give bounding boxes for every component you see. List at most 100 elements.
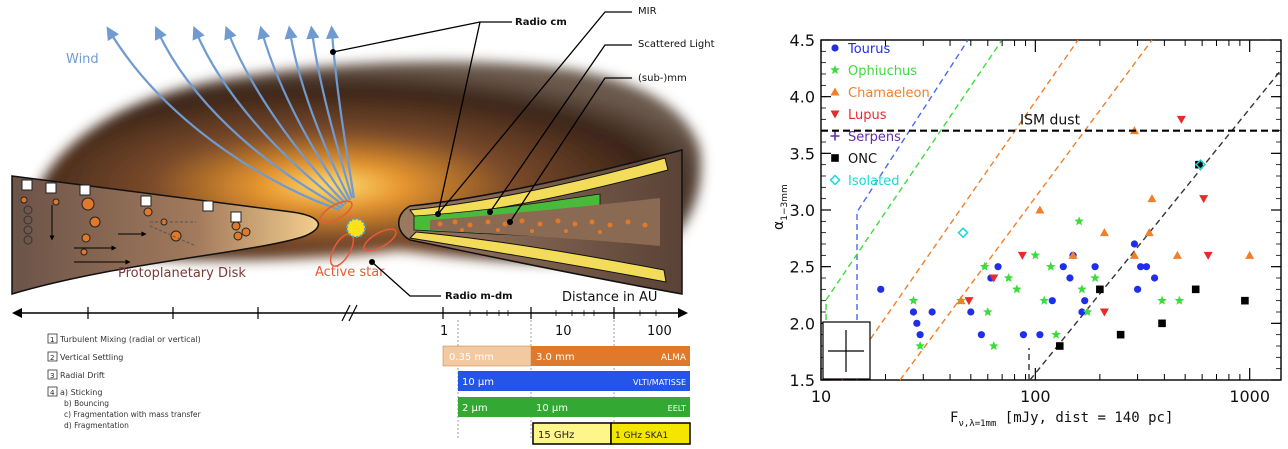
data-point [1130, 240, 1139, 248]
data-point [1077, 284, 1087, 294]
data-point [1068, 250, 1078, 259]
wind-streamlines [106, 25, 356, 212]
data-point [1176, 115, 1186, 124]
data-point [989, 274, 999, 283]
scattered-light-label: Scattered Light [638, 39, 715, 50]
protoplanetary-disk-label: Protoplanetary Disk [118, 266, 246, 281]
disk-schematic: Wind Protoplanetary Disk Active star Rad… [11, 6, 715, 445]
data-point [1172, 250, 1182, 259]
data-point [1035, 205, 1045, 214]
y-axis-label: α1−3mm [771, 184, 790, 230]
alma-right-label: 3.0 mm [536, 352, 575, 363]
y-tick-label: 3.5 [790, 144, 815, 163]
legend-label: Tourus [847, 42, 891, 57]
ska-left-label: 15 GHz [538, 430, 574, 441]
process-3-num: 3 [50, 372, 54, 380]
data-point [1074, 216, 1084, 226]
data-point [956, 296, 966, 305]
data-point [1019, 331, 1028, 339]
data-point [909, 308, 918, 316]
model-line [1029, 69, 1282, 381]
data-point [1082, 307, 1093, 317]
y-tick-label: 1.5 [790, 371, 815, 390]
scatter-chart: 1.5 2.0 2.5 3.0 3.5 4.0 4.5 10 100 1000 Tourus Oph… [771, 31, 1282, 429]
radio-cm-label: Radio cm [515, 17, 567, 28]
ska-bar-dark [610, 422, 691, 445]
x-tick-label: 10 [811, 387, 831, 406]
legend-marker [830, 65, 840, 75]
data-point [1091, 263, 1099, 271]
process-legend: 1 2 3 4 Turbulent Mixing (radial or vert… [47, 333, 202, 430]
data-point [957, 227, 969, 239]
alma-left-label: 0.35 mm [449, 352, 494, 363]
legend-label: ONC [848, 152, 877, 167]
axis-tick-10: 10 [555, 324, 572, 339]
eelt-mid-label: 10 µm [536, 403, 568, 414]
data-point [1099, 228, 1109, 237]
eelt-name: EELT [668, 404, 686, 413]
data-point [1045, 261, 1056, 271]
y-tick-label: 4.0 [790, 88, 815, 107]
active-star [319, 200, 397, 267]
legend-marker [830, 87, 840, 96]
ism-dust-label: ISM dust [1020, 113, 1081, 129]
vlti-name: VLTI/MATISSE [633, 378, 686, 387]
data-point [1096, 285, 1104, 294]
y-tick-label: 3.0 [790, 201, 815, 220]
x-axis-label: Fν,λ=1mm [mJy, dist = 140 pc] [950, 410, 1173, 429]
wind-label: Wind [66, 52, 99, 67]
data-point [1137, 263, 1145, 271]
data-point [1241, 296, 1249, 305]
data-point [983, 307, 993, 317]
data-point [989, 341, 999, 351]
legend-label: Chamaeleon [848, 86, 930, 101]
data-point [1051, 329, 1061, 339]
legend-marker [831, 154, 839, 162]
data-point [977, 331, 985, 339]
axis-ticks: 1.5 2.0 2.5 3.0 3.5 4.0 4.5 10 100 1000 [790, 31, 1281, 406]
process-1-text: Turbulent Mixing (radial or vertical) [59, 335, 201, 344]
axis-tick-100: 100 [647, 324, 672, 339]
data-point [1078, 308, 1086, 316]
data-point [928, 308, 936, 316]
data-point [913, 319, 921, 327]
data-point [1147, 194, 1157, 203]
data-point [1195, 160, 1203, 169]
callout-lines [332, 11, 632, 297]
data-point [1059, 263, 1067, 271]
data-point [1199, 195, 1209, 204]
process-1-num: 1 [50, 336, 54, 344]
legend-marker [831, 44, 839, 52]
midplane-layer [430, 198, 660, 246]
data-point [1066, 274, 1074, 282]
data-point [1158, 319, 1166, 328]
legend-marker [830, 131, 840, 141]
x-tick-label: 100 [1020, 387, 1051, 406]
data-point [1017, 251, 1027, 260]
data-point [1055, 342, 1064, 350]
data-point [1203, 251, 1213, 260]
legend-marker [830, 110, 840, 119]
model-line [841, 39, 1079, 381]
data-point [1116, 330, 1125, 339]
data-point [908, 295, 919, 305]
process-2-text: Vertical Settling [60, 353, 123, 362]
y-tick-label: 2.5 [790, 258, 815, 277]
data-point [1030, 250, 1041, 260]
data-point [1142, 263, 1151, 271]
data-point [1174, 295, 1185, 305]
instrument-bars: 0.35 mm 3.0 mm ALMA 10 µm VLTI/MATISSE 2… [442, 345, 691, 445]
model-line [899, 39, 1153, 381]
vlti-left-label: 10 µm [462, 377, 494, 388]
x-tick-label: 1000 [1229, 387, 1270, 406]
callout-dots [330, 49, 513, 265]
data-points [829, 44, 1255, 351]
legend-marker [829, 174, 841, 186]
legend-label: Ophiuchus [848, 64, 917, 79]
data-point [1036, 331, 1044, 339]
model-line [825, 39, 1003, 380]
process-3-text: Radial Drift [60, 371, 105, 380]
distance-axis: Distance in AU 1 10 100 [12, 290, 688, 440]
eelt-bar [458, 397, 690, 417]
